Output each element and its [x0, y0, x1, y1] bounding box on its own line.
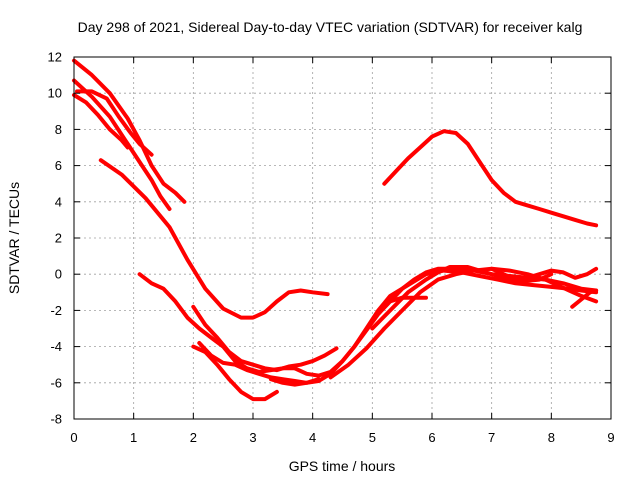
series-line-s4: [72, 93, 130, 150]
y-tick-label: 6: [55, 158, 62, 173]
series-line-s7: [191, 304, 339, 373]
series-line-s11: [292, 266, 599, 378]
x-tick-label: 2: [190, 430, 197, 445]
series-line-s10: [268, 268, 599, 387]
x-tick-label: 4: [309, 430, 316, 445]
y-tick-label: 4: [55, 194, 62, 209]
x-tick-label: 1: [130, 430, 137, 445]
x-tick-label: 3: [249, 430, 256, 445]
y-tick-label: 0: [55, 267, 62, 282]
x-tick-label: 8: [548, 430, 555, 445]
series-line-s9: [191, 344, 279, 402]
series-line-s8: [197, 341, 321, 385]
series-line-s15: [570, 288, 599, 309]
x-axis-label: GPS time / hours: [289, 458, 396, 474]
series-line-s14: [388, 295, 428, 304]
series-line-s16: [489, 266, 599, 282]
x-tick-label: 9: [607, 430, 614, 445]
series-line-s5: [98, 158, 330, 320]
y-tick-label: -4: [50, 339, 62, 354]
series-line-s3: [75, 89, 154, 157]
x-tick-label: 7: [488, 430, 495, 445]
series-line-s1: [72, 58, 187, 204]
series-group: [72, 58, 599, 402]
series-line-s13: [370, 265, 554, 331]
y-tick-label: -8: [50, 412, 62, 427]
y-tick-label: 2: [55, 231, 62, 246]
y-tick-label: 10: [48, 86, 62, 101]
series-line-s17: [382, 129, 599, 228]
x-tick-label: 5: [369, 430, 376, 445]
y-tick-label: 8: [55, 122, 62, 137]
grid: [74, 57, 611, 419]
x-tick-label: 6: [428, 430, 435, 445]
y-tick-label: -6: [50, 375, 62, 390]
y-tick-label: 12: [48, 50, 62, 65]
y-tick-label: -2: [50, 303, 62, 318]
series-line-s2: [72, 78, 172, 211]
x-tick-label: 0: [70, 430, 77, 445]
chart-title: Day 298 of 2021, Sidereal Day-to-day VTE…: [78, 19, 583, 35]
y-axis-label: SDTVAR / TECUs: [6, 182, 22, 294]
